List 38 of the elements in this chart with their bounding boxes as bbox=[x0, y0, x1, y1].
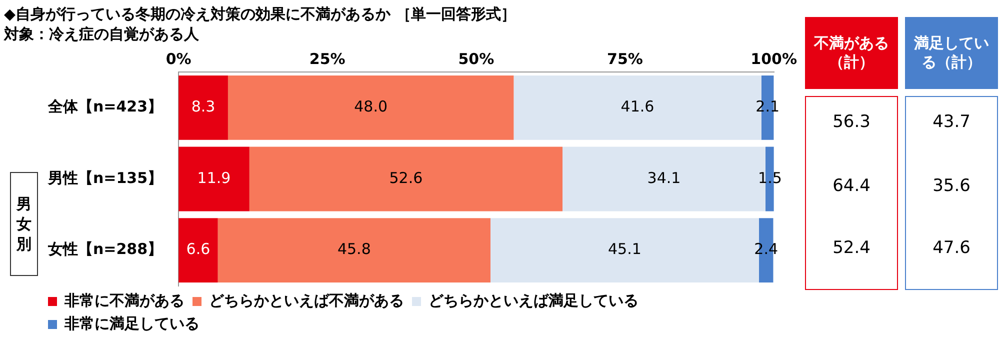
y-tick-label: 全体【n=423】 bbox=[46, 98, 163, 116]
chart-subtitle: 対象：冷え症の自覚がある人 bbox=[4, 24, 200, 44]
data-label: 41.6 bbox=[620, 98, 654, 116]
x-tick-label: 100% bbox=[750, 50, 797, 68]
text: 64.4 bbox=[832, 176, 872, 196]
text: 52.4 bbox=[832, 238, 872, 258]
legend-label: どちらかといえば不満がある bbox=[209, 291, 404, 310]
data-label: 48.0 bbox=[354, 98, 388, 116]
text: 43.7 bbox=[932, 112, 972, 132]
text: 満足している（計） bbox=[905, 17, 998, 89]
data-label: 34.1 bbox=[647, 168, 681, 187]
data-label: 6.6 bbox=[186, 240, 210, 258]
data-label: 8.3 bbox=[191, 98, 216, 116]
text: 35.6 bbox=[932, 176, 972, 196]
legend-label: どちらかといえば満足している bbox=[428, 291, 638, 310]
bar bbox=[249, 146, 563, 212]
bar bbox=[178, 146, 250, 212]
y-tick-label: 女性【n=288】 bbox=[46, 240, 163, 258]
text: 47.6 bbox=[932, 238, 972, 258]
text: 男女別 bbox=[16, 194, 32, 254]
legend-label: 非常に満足している bbox=[64, 314, 200, 332]
text: 56.3 bbox=[832, 112, 872, 132]
x-tick-label: 50% bbox=[458, 50, 494, 68]
data-label: 45.8 bbox=[337, 240, 371, 258]
x-tick-label: 75% bbox=[607, 50, 643, 68]
chart-title: ◆自身が行っている冬期の冷え対策の効果に不満があるか ［単一回答形式］ bbox=[4, 4, 516, 24]
y-tick-label: 男性【n=135】 bbox=[46, 168, 163, 187]
data-label: 11.9 bbox=[197, 168, 231, 187]
x-tick-label: 0% bbox=[166, 50, 192, 68]
data-label: 52.6 bbox=[389, 168, 423, 187]
data-label: 45.1 bbox=[608, 240, 642, 258]
bar bbox=[178, 75, 228, 140]
bar bbox=[228, 75, 514, 140]
text: 不満がある（計） bbox=[805, 17, 898, 89]
bar bbox=[218, 218, 490, 283]
bar bbox=[178, 218, 218, 283]
legend-label: 非常に不満がある bbox=[64, 291, 184, 310]
x-tick-label: 25% bbox=[309, 50, 346, 68]
